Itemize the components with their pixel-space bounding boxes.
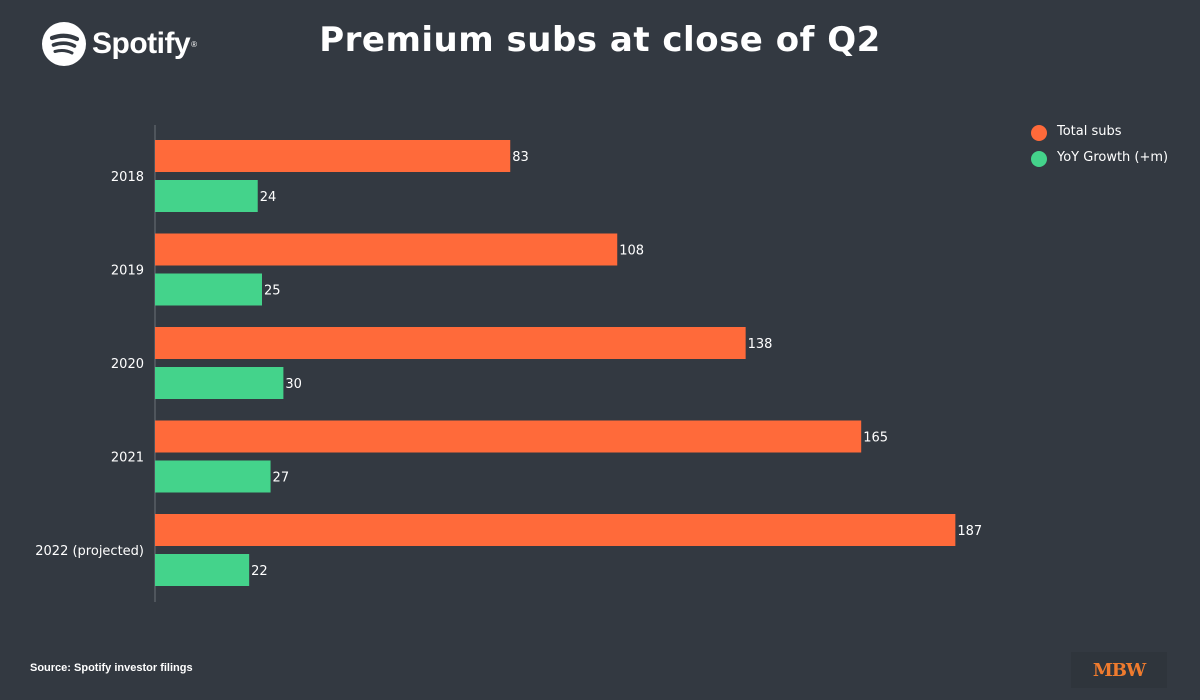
legend-swatch-yoy-growth xyxy=(1031,151,1047,167)
bar-yoy-growth-0 xyxy=(155,180,258,212)
data-label-total-subs-4: 187 xyxy=(957,524,982,539)
bar-total-subs-4 xyxy=(155,514,956,546)
category-label-1: 2019 xyxy=(111,264,144,279)
data-label-yoy-growth-2: 30 xyxy=(285,377,302,392)
category-label-3: 2021 xyxy=(111,451,144,466)
legend-swatch-total-subs xyxy=(1031,125,1047,141)
data-label-yoy-growth-3: 27 xyxy=(273,471,290,486)
mbw-logo: MBW xyxy=(1071,652,1167,688)
bar-yoy-growth-2 xyxy=(155,367,284,399)
data-label-total-subs-2: 138 xyxy=(748,337,773,352)
data-label-yoy-growth-1: 25 xyxy=(264,284,281,299)
bar-total-subs-1 xyxy=(155,233,618,266)
legend-item-total-subs: Total subs xyxy=(1031,124,1171,141)
bar-yoy-growth-3 xyxy=(155,460,271,493)
bar-total-subs-3 xyxy=(155,420,862,453)
chart-title: Premium subs at close of Q2 xyxy=(319,20,881,60)
chart-legend: Total subs YoY Growth (+m) xyxy=(1031,124,1171,176)
spotify-icon xyxy=(42,22,86,66)
data-label-total-subs-0: 83 xyxy=(512,150,529,165)
mbw-wordmark: MBW xyxy=(1092,659,1146,681)
registered-mark: ® xyxy=(191,39,198,49)
legend-label-yoy-growth: YoY Growth (+m) xyxy=(1057,150,1169,165)
data-label-yoy-growth-0: 24 xyxy=(260,190,277,205)
spotify-logo: Spotify ® xyxy=(42,21,197,67)
source-note: Source: Spotify investor filings xyxy=(30,662,193,674)
legend-label-total-subs: Total subs xyxy=(1057,124,1122,139)
category-label-0: 2018 xyxy=(111,170,144,185)
bar-total-subs-0 xyxy=(155,140,511,172)
legend-item-yoy-growth: YoY Growth (+m) xyxy=(1031,150,1171,167)
bar-yoy-growth-4 xyxy=(155,554,250,586)
bar-total-subs-2 xyxy=(155,327,746,359)
category-label-2: 2020 xyxy=(111,357,144,372)
bar-yoy-growth-1 xyxy=(155,273,262,306)
data-label-yoy-growth-4: 22 xyxy=(251,564,268,579)
data-label-total-subs-1: 108 xyxy=(619,244,644,259)
category-label-4: 2022 (projected) xyxy=(35,544,144,559)
data-label-total-subs-3: 165 xyxy=(863,431,888,446)
spotify-wordmark: Spotify xyxy=(92,27,191,60)
